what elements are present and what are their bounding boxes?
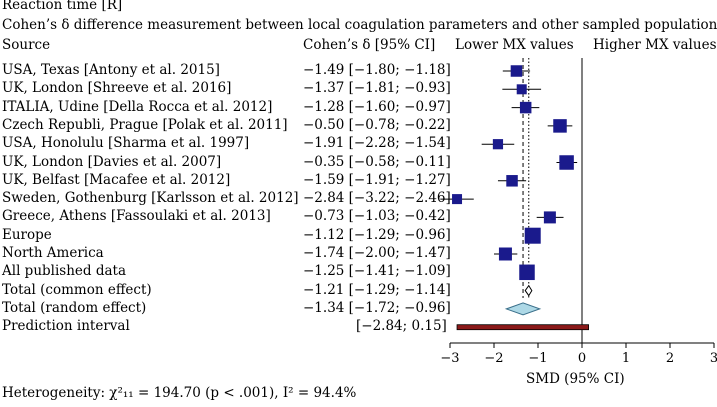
- effect-square: [492, 139, 504, 150]
- x-axis-tick-label: −2: [484, 351, 503, 366]
- row-effect-text: −1.91 [−2.28; −1.54]: [303, 135, 451, 152]
- random-effect-diamond: [504, 302, 542, 316]
- higher-values-label: Higher MX values: [593, 37, 717, 53]
- row-label: Total (common effect): [2, 281, 152, 298]
- effect-square: [524, 227, 541, 244]
- column-header-source: Source: [2, 37, 51, 53]
- row-label: ITALIA, Udine [Della Rocca et al. 2012]: [2, 98, 273, 115]
- row-label: Sweden, Gothenburg [Karlsson et al. 2012…: [2, 190, 299, 207]
- effect-square: [452, 194, 463, 205]
- effect-square: [519, 264, 535, 281]
- row-label: USA, Honolulu [Sharma et al. 1997]: [2, 135, 250, 152]
- row-effect-text: −2.84 [−3.22; −2.46]: [303, 190, 451, 207]
- chart-title: Cohen’s δ difference measurement between…: [2, 17, 717, 33]
- prediction-interval-bar: [456, 324, 590, 331]
- row-label: USA, Texas [Antony et al. 2015]: [2, 62, 220, 78]
- x-axis-label: SMD (95% CI): [526, 371, 625, 387]
- x-axis-tick-label: 1: [622, 351, 630, 366]
- effect-square: [510, 65, 523, 77]
- row-effect-text: −0.35 [−0.58; −0.11]: [303, 153, 451, 170]
- x-axis-tick-label: 0: [578, 351, 586, 366]
- column-header-effect: Cohen’s δ [95% CI]: [303, 37, 436, 53]
- row-label: UK, London [Davies et al. 2007]: [2, 153, 222, 170]
- row-effect-text: −1.74 [−2.00; −1.47]: [303, 245, 451, 261]
- x-axis-tick-label: 3: [710, 351, 717, 366]
- row-effect-text: −1.34 [−1.72; −0.96]: [303, 299, 451, 316]
- effect-square: [498, 247, 512, 261]
- effect-square: [519, 101, 532, 114]
- row-effect-text: −0.73 [−1.03; −0.42]: [303, 208, 451, 225]
- effect-square: [516, 84, 527, 95]
- row-effect-text: −1.37 [−1.81; −0.93]: [303, 80, 451, 97]
- panel-label: Reaction time [R]: [2, 0, 123, 13]
- row-label: UK, Belfast [Macafee et al. 2012]: [2, 171, 231, 188]
- row-effect-text: −1.49 [−1.80; −1.18]: [303, 62, 451, 78]
- effect-square: [559, 155, 574, 170]
- x-axis-tick-label: −3: [440, 351, 459, 366]
- row-effect-text: −1.21 [−1.29; −1.14]: [303, 281, 451, 298]
- row-label: Europe: [2, 226, 52, 243]
- lower-values-label: Lower MX values: [455, 37, 574, 53]
- row-effect-text: −1.28 [−1.60; −0.97]: [303, 98, 451, 115]
- row-label: Greece, Athens [Fassoulaki et al. 2013]: [2, 208, 271, 225]
- row-label: All published data: [2, 263, 126, 280]
- row-effect-text: [−2.84; 0.15]: [356, 318, 447, 335]
- row-label: Prediction interval: [2, 318, 130, 335]
- row-label: Total (random effect): [2, 299, 147, 316]
- row-effect-text: −1.25 [−1.41; −1.09]: [303, 263, 451, 280]
- effect-square: [543, 211, 556, 224]
- row-effect-text: −1.59 [−1.91; −1.27]: [303, 171, 451, 188]
- common-effect-diamond: [524, 284, 533, 297]
- effect-square: [553, 119, 567, 133]
- x-axis-tick-label: −1: [528, 351, 547, 366]
- row-label: North America: [2, 245, 104, 261]
- row-label: Czech Republi, Prague [Polak et al. 2011…: [2, 116, 288, 133]
- row-effect-text: −1.12 [−1.29; −0.96]: [303, 226, 451, 243]
- row-effect-text: −0.50 [−0.78; −0.22]: [303, 116, 451, 133]
- x-axis-tick-label: 2: [666, 351, 674, 366]
- heterogeneity-text: Heterogeneity: χ²₁₁ = 194.70 (p < .001),…: [2, 385, 357, 401]
- effect-square: [506, 175, 518, 187]
- row-label: UK, London [Shreeve et al. 2016]: [2, 80, 232, 97]
